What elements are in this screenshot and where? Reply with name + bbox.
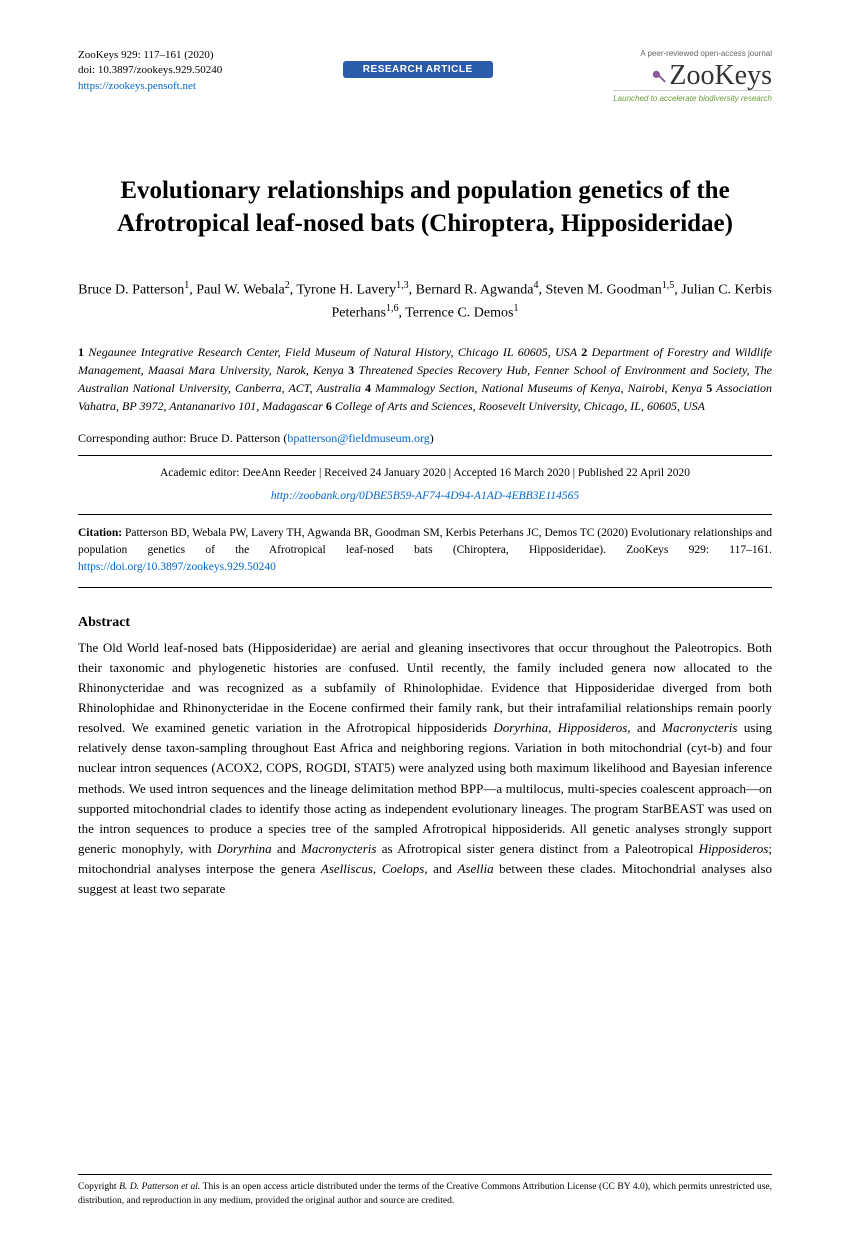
rule: [78, 455, 772, 456]
logo-tagline-bottom: Launched to accelerate biodiversity rese…: [613, 90, 772, 105]
journal-doi: doi: 10.3897/zookeys.929.50240: [78, 63, 222, 78]
corresponding-author: Corresponding author: Bruce D. Patterson…: [78, 429, 772, 447]
citation-label: Citation:: [78, 527, 122, 539]
affiliations-block: 1 Negaunee Integrative Research Center, …: [78, 343, 772, 415]
corresponding-label: Corresponding author:: [78, 431, 186, 445]
abstract-body: The Old World leaf-nosed bats (Hipposide…: [78, 638, 772, 900]
editorial-dates: Academic editor: DeeAnn Reeder | Receive…: [78, 460, 772, 487]
journal-info: ZooKeys 929: 117–161 (2020) doi: 10.3897…: [78, 48, 222, 94]
citation-block: Citation: Patterson BD, Webala PW, Laver…: [78, 519, 772, 583]
logo-tagline-top: A peer-reviewed open-access journal: [613, 48, 772, 60]
article-title: Evolutionary relationships and populatio…: [78, 175, 772, 240]
copyright-holder: B. D. Patterson et al.: [119, 1182, 200, 1192]
logo-main: ZooKeys: [613, 62, 772, 90]
key-icon: [651, 69, 669, 87]
corresponding-name: Bruce D. Patterson: [189, 431, 280, 445]
badge-column: RESEARCH ARTICLE: [343, 58, 493, 78]
journal-logo: A peer-reviewed open-access journal ZooK…: [613, 48, 772, 105]
rule: [78, 514, 772, 515]
article-type-badge: RESEARCH ARTICLE: [343, 61, 493, 78]
rule: [78, 587, 772, 588]
zoobank-link-row: http://zoobank.org/0DBE5B59-AF74-4D94-A1…: [78, 488, 772, 510]
copyright-prefix: Copyright: [78, 1182, 117, 1192]
corresponding-email-link[interactable]: bpatterson@fieldmuseum.org: [287, 431, 429, 445]
citation-text: Patterson BD, Webala PW, Lavery TH, Agwa…: [78, 527, 772, 556]
authors-list: Bruce D. Patterson1, Paul W. Webala2, Ty…: [78, 278, 772, 323]
copyright-footer: Copyright B. D. Patterson et al. This is…: [78, 1174, 772, 1208]
zoobank-link[interactable]: http://zoobank.org/0DBE5B59-AF74-4D94-A1…: [271, 490, 579, 502]
page-header: ZooKeys 929: 117–161 (2020) doi: 10.3897…: [78, 48, 772, 105]
abstract-heading: Abstract: [78, 612, 772, 633]
journal-site-link[interactable]: https://zookeys.pensoft.net: [78, 80, 196, 92]
journal-ref: ZooKeys 929: 117–161 (2020): [78, 48, 222, 63]
citation-doi-link[interactable]: https://doi.org/10.3897/zookeys.929.5024…: [78, 561, 276, 573]
